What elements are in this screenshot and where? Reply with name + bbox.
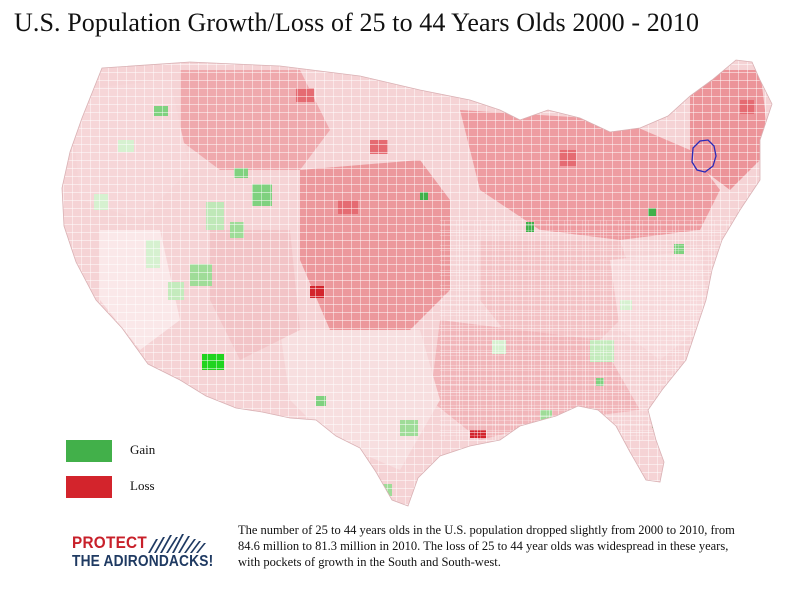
logo-text-protect: PROTECT — [72, 533, 147, 552]
adirondack-region-outline — [691, 139, 717, 173]
mountain-stripes-icon — [148, 534, 206, 553]
legend-swatch-loss — [66, 476, 112, 498]
us-outline — [61, 59, 773, 507]
map-caption: The number of 25 to 44 years olds in the… — [238, 523, 735, 569]
logo-text-the-adirondacks: THE ADIRONDACKS! — [72, 553, 214, 570]
legend-label-loss: Loss — [130, 478, 155, 493]
legend-label-gain: Gain — [130, 442, 156, 457]
us-county-map — [61, 59, 773, 507]
legend-swatch-gain — [66, 440, 112, 462]
protect-the-adirondacks-logo: PROTECT THE ADIRONDACKS! — [72, 533, 222, 577]
map-title: U.S. Population Growth/Loss of 25 to 44 … — [14, 8, 700, 37]
